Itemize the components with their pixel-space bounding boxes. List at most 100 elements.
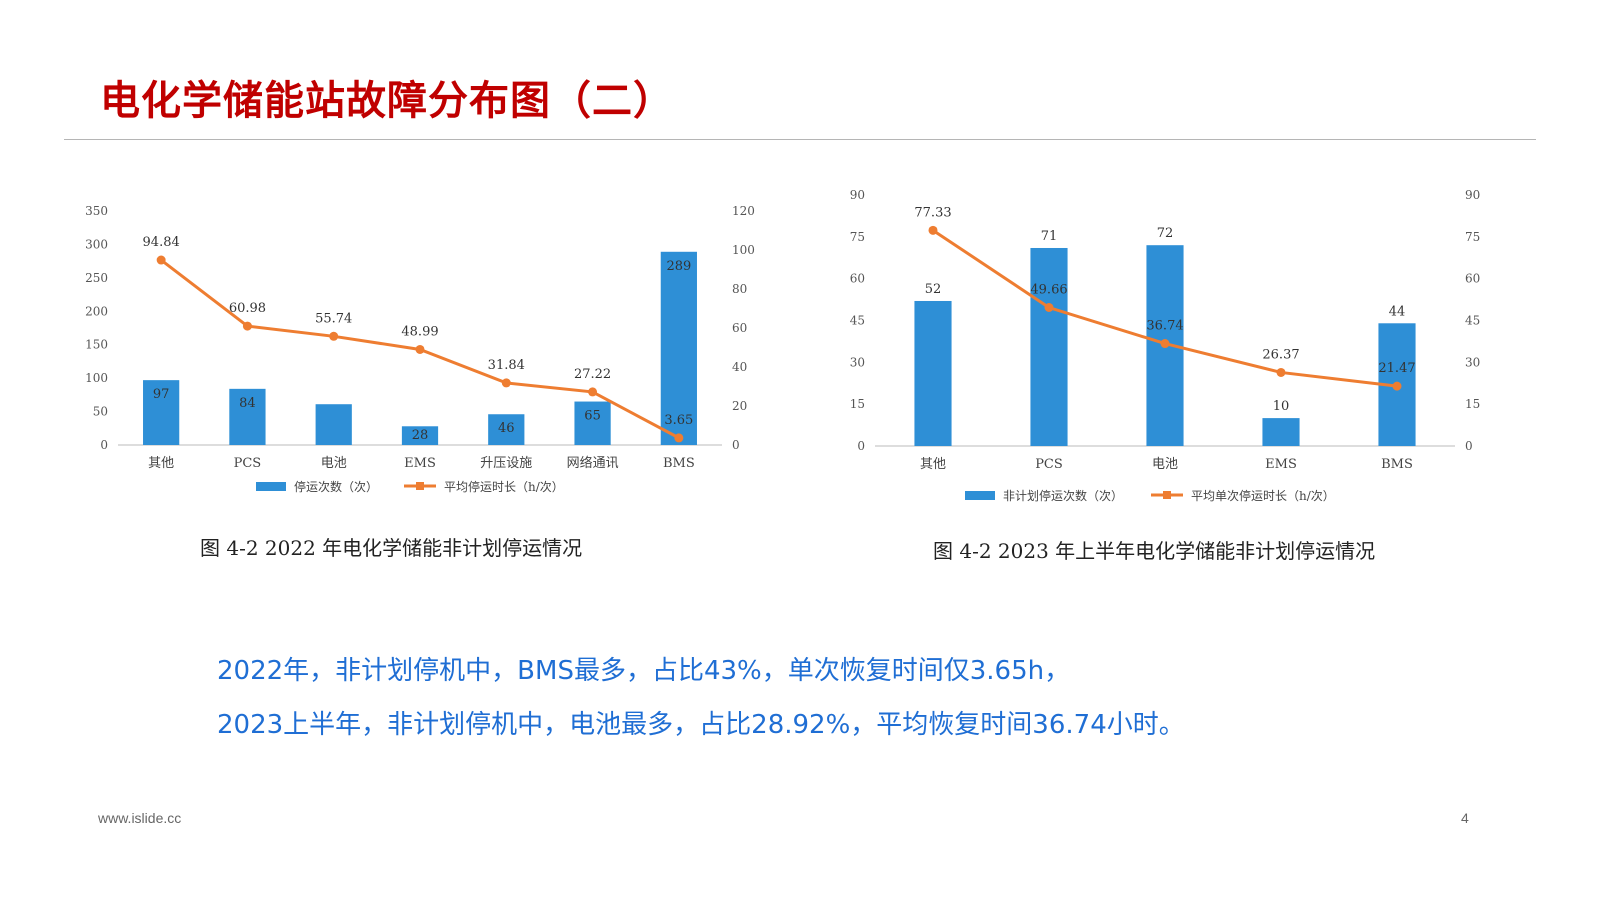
summary-text: 2022年，非计划停机中，BMS最多，占比43%，单次恢复时间仅3.65h， 2… xyxy=(217,644,1417,752)
category-label: 电池 xyxy=(321,456,347,471)
line-point xyxy=(1160,339,1170,349)
category-label: EMS xyxy=(1265,457,1297,472)
bar-value-label: 289 xyxy=(666,259,691,274)
bar-EMS xyxy=(1262,418,1300,446)
right-axis-tick-label: 100 xyxy=(732,243,755,257)
line-point xyxy=(501,378,511,388)
right-axis-tick-label: 45 xyxy=(1465,314,1480,328)
right-axis-tick-label: 120 xyxy=(732,204,755,218)
left-axis-tick-label: 75 xyxy=(850,230,865,244)
left-axis-tick-label: 200 xyxy=(85,304,108,318)
line-point xyxy=(1392,381,1402,391)
summary-line-2: 2023上半年，非计划停机中，电池最多，占比28.92%，平均恢复时间36.74… xyxy=(217,710,1185,740)
category-label: BMS xyxy=(1381,457,1413,472)
left-axis-tick-label: 0 xyxy=(857,439,865,453)
line-point xyxy=(156,255,166,265)
line-point xyxy=(928,225,938,235)
line-point xyxy=(674,433,684,443)
left-axis-tick-label: 50 xyxy=(93,405,108,419)
right-axis-tick-label: 30 xyxy=(1465,355,1480,369)
left-axis-tick-label: 45 xyxy=(850,314,865,328)
left-axis-tick-label: 350 xyxy=(85,204,108,218)
left-axis-tick-label: 15 xyxy=(850,397,865,411)
line-value-label: 60.98 xyxy=(229,301,266,316)
chart-2023h1-svg: 0 15 30 45 60 75 90 0 15 30 45 60 75 90 52 71 72 10 44 其他 PC… xyxy=(850,188,1481,563)
line-value-label: 21.47 xyxy=(1378,361,1415,376)
right-axis-tick-label: 60 xyxy=(1465,272,1480,286)
line-value-label: 49.66 xyxy=(1030,283,1067,298)
chart-2022-unplanned-outages: 0 50 100 150 200 250 300 350 0 20 40 60 80 100 120 97 84… xyxy=(70,180,775,580)
line-value-label: 55.74 xyxy=(315,311,352,326)
bar-value-label: 65 xyxy=(584,409,601,424)
legend-bar-label: 非计划停运次数（次） xyxy=(1003,488,1123,503)
bar-PCS xyxy=(229,388,266,445)
legend-bar-label: 停运次数（次） xyxy=(294,479,378,494)
line-point xyxy=(588,387,598,397)
bar-value-label: 97 xyxy=(153,387,170,402)
line-value-label: 36.74 xyxy=(1146,319,1183,334)
legend-bar-swatch xyxy=(965,491,995,500)
left-axis-tick-label: 0 xyxy=(100,438,108,452)
line-point xyxy=(242,321,252,331)
line-value-label: 48.99 xyxy=(401,324,438,339)
left-axis-tick-label: 90 xyxy=(850,188,865,202)
line-value-label: 26.37 xyxy=(1262,347,1299,362)
page-number: 4 xyxy=(1461,810,1469,826)
category-label: 网络通讯 xyxy=(567,455,619,471)
category-label: EMS xyxy=(404,456,436,471)
category-label: 其他 xyxy=(148,456,174,471)
right-axis-tick-label: 90 xyxy=(1465,188,1480,202)
bar-电池 xyxy=(315,404,352,445)
left-axis-tick-label: 30 xyxy=(850,355,865,369)
bar-EMS xyxy=(401,426,439,445)
category-label: 升压设施 xyxy=(480,456,532,471)
bar-value-label: 71 xyxy=(1041,229,1058,244)
legend-bar-swatch xyxy=(256,482,286,491)
right-axis-tick-label: 80 xyxy=(732,282,747,296)
chart-2023h1-unplanned-outages: 0 15 30 45 60 75 90 0 15 30 45 60 75 90 52 71 72 10 44 其他 PC… xyxy=(830,180,1520,580)
bar-其他 xyxy=(914,300,952,446)
legend-line-marker xyxy=(416,482,424,490)
right-axis-tick-label: 15 xyxy=(1465,397,1480,411)
chart-2022-svg: 0 50 100 150 200 250 300 350 0 20 40 60 80 100 120 97 84… xyxy=(85,204,755,560)
bar-网络通讯 xyxy=(574,401,611,445)
bar-升压设施 xyxy=(488,414,525,445)
bar-value-label: 44 xyxy=(1389,304,1406,319)
bar-其他 xyxy=(143,380,180,445)
left-axis-tick-label: 300 xyxy=(85,237,108,251)
summary-line-1: 2022年，非计划停机中，BMS最多，占比43%，单次恢复时间仅3.65h， xyxy=(217,656,1071,686)
line-point xyxy=(1044,303,1054,313)
chart-caption: 图 4-2 2022 年电化学储能非计划停运情况 xyxy=(200,536,582,560)
legend-line-marker xyxy=(1163,491,1171,499)
legend-line-label: 平均停运时长（h/次） xyxy=(444,479,564,494)
category-label: BMS xyxy=(663,456,695,471)
bar-PCS xyxy=(1030,247,1068,446)
line-point xyxy=(1276,367,1286,377)
right-axis-tick-label: 60 xyxy=(732,321,747,335)
bar-value-label: 10 xyxy=(1273,399,1290,414)
left-axis-tick-label: 250 xyxy=(85,271,108,285)
right-axis-tick-label: 20 xyxy=(732,399,747,413)
line-point xyxy=(329,331,339,341)
line-value-label: 94.84 xyxy=(143,235,180,250)
bar-value-label: 46 xyxy=(498,421,515,436)
bar-BMS xyxy=(660,251,697,445)
bar-value-label: 28 xyxy=(412,428,429,443)
chart-caption: 图 4-2 2023 年上半年电化学储能非计划停运情况 xyxy=(933,539,1375,563)
line-value-label: 77.33 xyxy=(914,205,951,220)
category-label: PCS xyxy=(234,456,262,471)
right-axis-tick-label: 0 xyxy=(1465,439,1473,453)
line-value-label: 31.84 xyxy=(488,358,525,373)
bar-value-label: 72 xyxy=(1157,226,1174,241)
line-value-label: 3.65 xyxy=(664,413,693,428)
right-axis-tick-label: 75 xyxy=(1465,230,1480,244)
category-label: 电池 xyxy=(1152,457,1178,472)
legend-line-label: 平均单次停运时长（h/次） xyxy=(1191,488,1335,503)
left-axis-tick-label: 150 xyxy=(85,338,108,352)
bar-value-label: 84 xyxy=(239,396,256,411)
left-axis-tick-label: 100 xyxy=(85,371,108,385)
footer-url[interactable]: www.islide.cc xyxy=(98,810,182,826)
left-axis-tick-label: 60 xyxy=(850,272,865,286)
right-axis-tick-label: 40 xyxy=(732,360,747,374)
title-divider xyxy=(64,139,1536,140)
